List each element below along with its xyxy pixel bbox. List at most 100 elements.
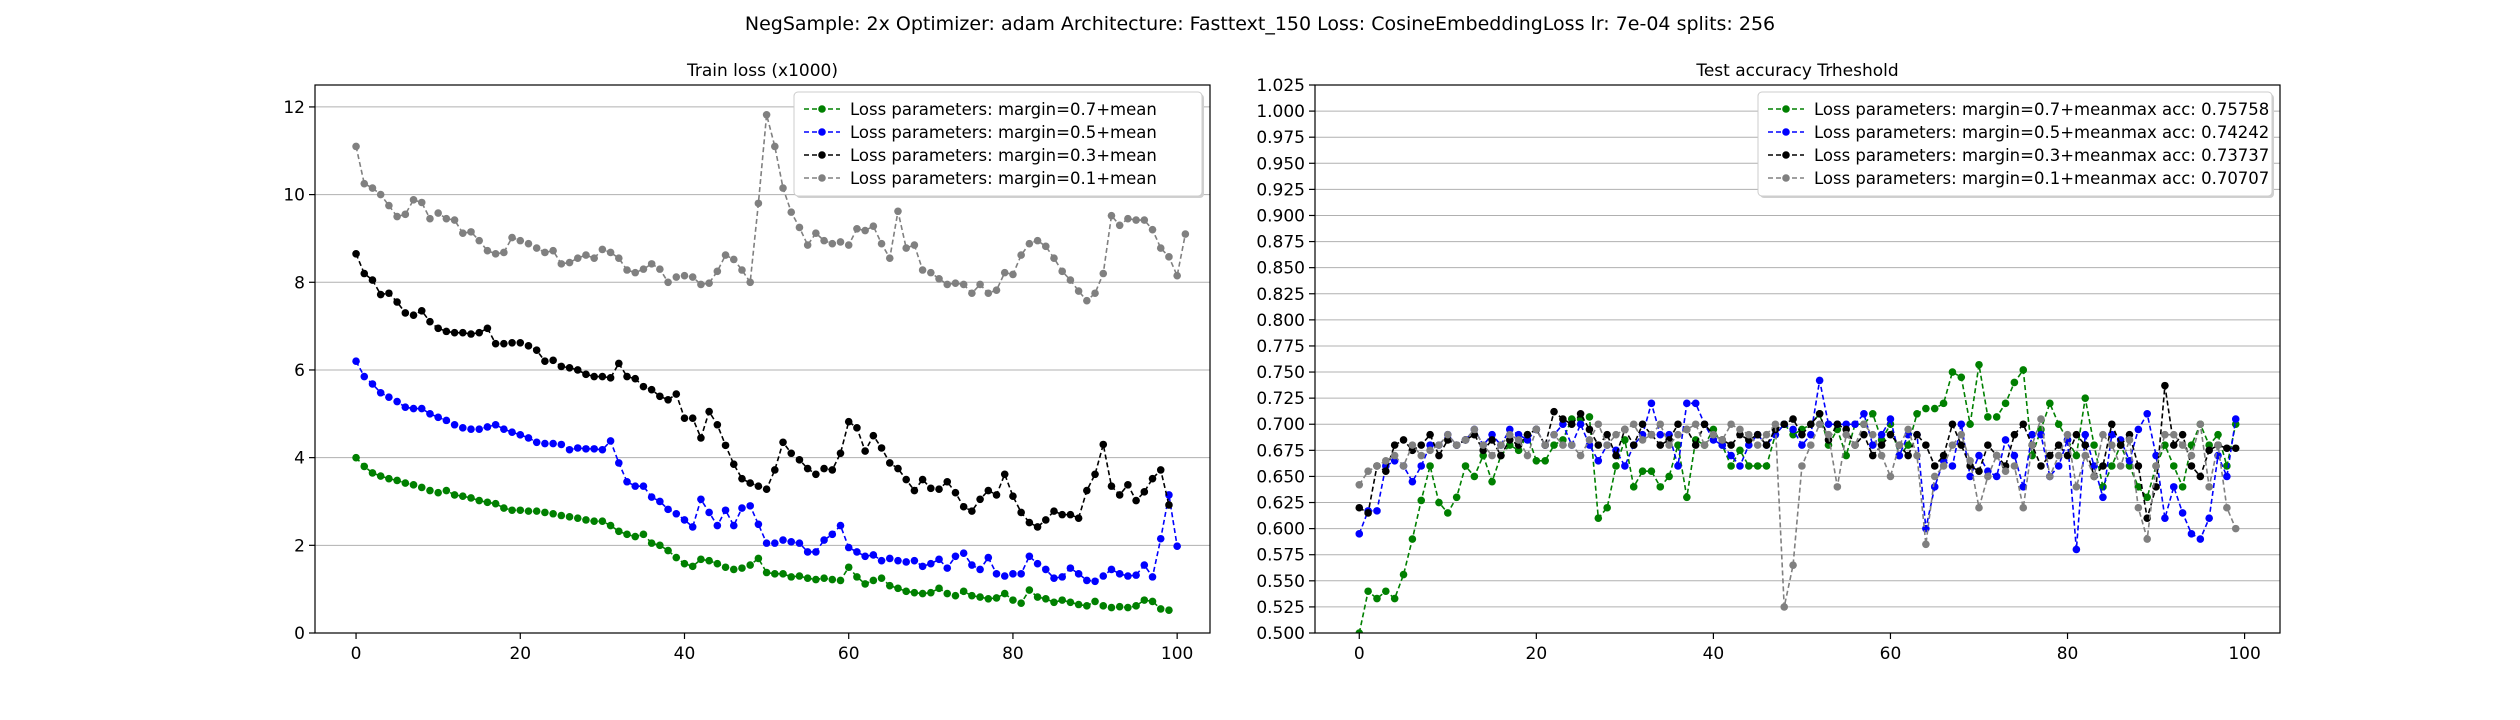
series-margin-0-7-meanmax-acc-point <box>1665 472 1673 481</box>
series-margin-0-3-meanmax-acc-point <box>2081 441 2090 449</box>
series-margin-0-3-mean-point <box>1148 474 1157 483</box>
series-margin-0-7-mean-point <box>713 559 722 568</box>
series-margin-0-1-meanmax-acc-point <box>2090 472 2098 481</box>
series-margin-0-3-mean-point <box>557 362 566 371</box>
series-margin-0-1-mean-point <box>1173 271 1181 280</box>
series-margin-0-3-meanmax-acc-point <box>1798 430 1806 439</box>
series-margin-0-1-meanmax-acc-point <box>1355 480 1364 489</box>
series-margin-0-1-meanmax-acc-point <box>1700 441 1709 449</box>
series-margin-0-7-mean-point <box>828 575 837 584</box>
series-margin-0-5-mean-point <box>787 538 796 546</box>
series-margin-0-1-meanmax-acc-point <box>1957 430 1966 439</box>
series-margin-0-1-meanmax-acc-point <box>2152 462 2160 470</box>
legend-entry: Loss parameters: margin=0.3+meanmax acc:… <box>1768 146 2269 165</box>
series-margin-0-5-mean-point <box>738 504 746 512</box>
series-margin-0-5-meanmax-acc-point <box>1886 415 1895 423</box>
series-margin-0-5-mean-point <box>1033 559 1042 568</box>
series-margin-0-1-meanmax-acc-point <box>1470 425 1479 434</box>
series-margin-0-1-mean-point <box>1058 267 1067 276</box>
series-margin-0-7-mean-point <box>1025 586 1034 594</box>
y-tick-label: 0.625 <box>1256 494 1305 514</box>
series-margin-0-1-mean-point <box>1165 253 1173 261</box>
series-margin-0-1-meanmax-acc-point <box>1603 441 1611 449</box>
series-margin-0-7-meanmax-acc-point <box>1594 514 1603 522</box>
series-margin-0-3-mean-point <box>672 390 681 398</box>
axes-frame <box>314 84 1211 634</box>
series-margin-0-7-mean-point <box>697 555 705 564</box>
series-margin-0-1-mean-point <box>1156 244 1165 252</box>
series-margin-0-5-mean-point <box>1140 561 1149 569</box>
series-margin-0-7-mean-line <box>355 457 1170 611</box>
series-margin-0-3-meanmax-acc-point <box>1736 430 1744 439</box>
series-margin-0-1-mean-point <box>1148 225 1157 234</box>
series-margin-0-7-meanmax-acc-point <box>1355 629 1364 633</box>
series-margin-0-1-meanmax-acc-point <box>1939 462 1948 470</box>
series-margin-0-1-meanmax-acc-point <box>1922 540 1930 549</box>
series-margin-0-5-mean-point <box>360 372 369 381</box>
y-tick-label: 0.525 <box>1256 598 1305 618</box>
series-margin-0-3-mean-point <box>491 339 500 348</box>
x-tick-label: 20 <box>1526 644 1548 664</box>
series-margin-0-3-mean-point <box>360 269 369 278</box>
series-margin-0-5-meanmax-acc-point <box>1868 441 1877 449</box>
series-margin-0-7-mean-point <box>1033 593 1042 601</box>
series-margin-0-3-mean-point <box>927 484 935 493</box>
series-margin-0-3-mean-point <box>598 372 607 381</box>
series-margin-0-7-meanmax-acc-point <box>1629 483 1638 491</box>
series-margin-0-1-meanmax-acc-point <box>1452 441 1461 449</box>
series-margin-0-5-mean-point <box>918 562 927 571</box>
series-margin-0-1-mean-point <box>417 198 426 207</box>
series-margin-0-7-mean-point <box>959 587 968 596</box>
series-margin-0-7-mean-point <box>1148 597 1157 606</box>
legend-entry: Loss parameters: margin=0.1+mean <box>804 169 1157 188</box>
series-margin-0-5-mean-point <box>680 516 689 524</box>
series-margin-0-1-mean-point <box>918 266 927 274</box>
series-margin-0-1-mean-point <box>385 201 393 210</box>
series-margin-0-5-meanmax-acc-point <box>2099 493 2107 502</box>
series-margin-0-3-mean-point <box>1156 466 1165 474</box>
series-margin-0-5-mean-point <box>1124 572 1132 580</box>
series-margin-0-7-mean-point <box>606 521 615 530</box>
series-margin-0-1-mean-point <box>951 279 960 287</box>
series-margin-0-3-meanmax-acc-point <box>2099 462 2107 470</box>
series-margin-0-3-mean-point <box>959 502 968 511</box>
series-margin-0-7-mean-point <box>1066 598 1075 607</box>
series-margin-0-3-mean-point <box>787 449 796 458</box>
series-margin-0-3-meanmax-acc-point <box>1806 420 1815 429</box>
series-margin-0-7-mean-point <box>869 576 878 585</box>
series-margin-0-3-meanmax-acc-point <box>1700 420 1709 429</box>
series-margin-0-3-meanmax-acc-point <box>1656 441 1665 449</box>
series-margin-0-3-mean-point <box>376 290 385 299</box>
series-margin-0-7-meanmax-acc-point <box>1762 462 1771 470</box>
series-margin-0-5-meanmax-acc-point <box>2196 535 2205 543</box>
series-margin-0-5-meanmax-acc-point <box>2134 425 2143 434</box>
series-margin-0-7-meanmax-acc-point <box>1842 451 1850 460</box>
series-margin-0-7-mean-point <box>1156 605 1165 613</box>
series-margin-0-1-meanmax-acc-point <box>1771 420 1780 429</box>
series-margin-0-3-mean-point <box>532 346 541 355</box>
series-margin-0-7-meanmax-acc-point <box>1674 441 1682 449</box>
series-margin-0-5-mean-point <box>606 437 615 445</box>
series-margin-0-1-mean-point <box>467 228 475 236</box>
series-margin-0-3-mean-point <box>688 414 697 422</box>
series-margin-0-5-meanmax-acc-point <box>1957 420 1966 429</box>
series-margin-0-1-mean-point <box>1000 268 1009 277</box>
series-margin-0-1-meanmax-acc-point <box>1426 446 1434 455</box>
series-margin-0-5-meanmax-acc-point <box>1842 420 1850 429</box>
series-margin-0-7-meanmax-acc-point <box>2143 493 2152 502</box>
series-margin-0-1-mean-point <box>664 278 672 287</box>
series-margin-0-1-meanmax-acc-point <box>2134 503 2143 512</box>
series-margin-0-1-mean-point <box>368 184 377 192</box>
series-margin-0-3-mean-point <box>483 324 492 333</box>
series-margin-0-7-mean-point <box>705 556 713 565</box>
legend-label: Loss parameters: margin=0.7+mean <box>850 100 1157 119</box>
series-margin-0-1-mean-point <box>976 280 984 289</box>
series-margin-0-5-meanmax-acc-point <box>1373 507 1381 515</box>
series-margin-0-3-mean-point <box>442 327 451 336</box>
series-margin-0-1-meanmax-acc-point <box>2169 430 2178 439</box>
series-margin-0-7-mean-point <box>1132 602 1140 610</box>
series-margin-0-7-mean-point <box>582 516 590 524</box>
series-margin-0-3-mean-point <box>631 374 640 383</box>
series-margin-0-1-mean-point <box>1091 289 1099 298</box>
series-margin-0-1-meanmax-acc-point <box>1709 430 1718 439</box>
